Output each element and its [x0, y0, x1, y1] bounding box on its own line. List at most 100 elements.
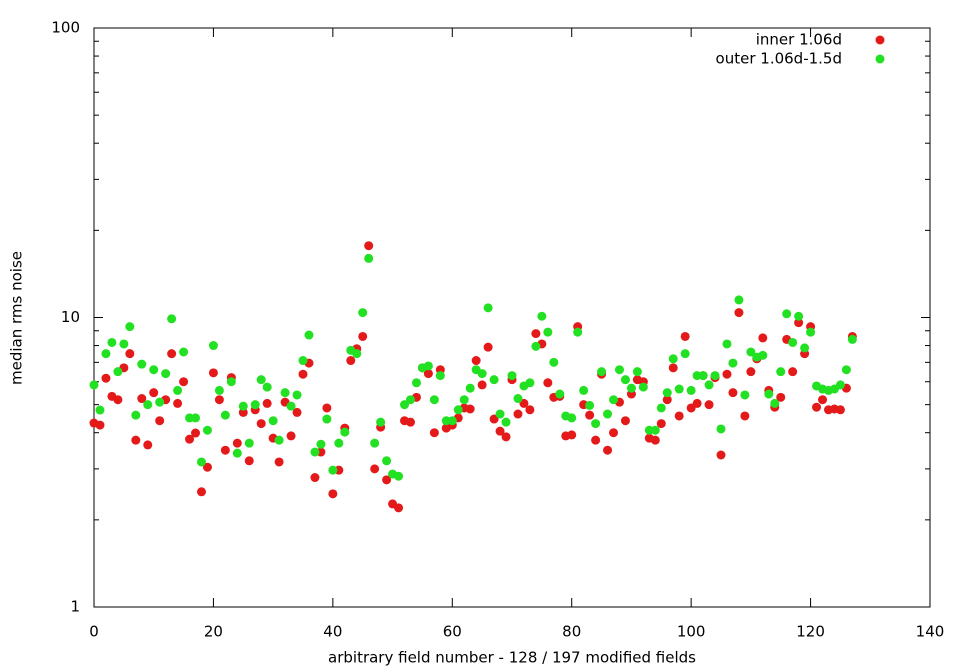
point [220, 445, 230, 455]
point [185, 434, 195, 444]
point [704, 380, 714, 390]
point [167, 314, 177, 324]
point [107, 337, 117, 347]
point [137, 359, 147, 369]
point [483, 303, 493, 313]
point [650, 435, 660, 445]
point [764, 389, 774, 399]
point [650, 425, 660, 435]
point [728, 358, 738, 368]
point [131, 435, 141, 445]
point [119, 339, 129, 349]
point [662, 388, 672, 398]
point [537, 311, 547, 321]
y-axis-label: median rms noise [8, 251, 26, 385]
point [841, 365, 851, 375]
point [376, 417, 386, 427]
point [95, 405, 105, 415]
point [776, 392, 786, 402]
point [179, 377, 189, 387]
point [656, 419, 666, 429]
point [423, 361, 433, 371]
point [149, 365, 159, 375]
point [149, 388, 159, 398]
point [358, 308, 368, 318]
point [95, 420, 105, 430]
x-tick-label: 60 [443, 623, 462, 641]
point [680, 349, 690, 359]
point [746, 367, 756, 377]
point [173, 398, 183, 408]
point [370, 438, 380, 448]
point [525, 405, 535, 415]
point [274, 435, 284, 445]
point [364, 241, 374, 251]
point [262, 398, 272, 408]
point [411, 378, 421, 388]
point [292, 390, 302, 400]
point [346, 356, 356, 366]
point [626, 383, 636, 393]
point [196, 487, 206, 497]
point [740, 390, 750, 400]
point [477, 380, 487, 390]
point [549, 357, 559, 367]
point [113, 395, 123, 405]
point [495, 426, 505, 436]
point [155, 416, 165, 426]
x-tick-label: 80 [562, 623, 581, 641]
x-tick-label: 140 [916, 623, 945, 641]
point [501, 432, 511, 442]
point [812, 402, 822, 412]
point [191, 413, 201, 423]
point [202, 425, 212, 435]
point [155, 397, 165, 407]
y-tick-label: 10 [61, 308, 80, 326]
point [328, 465, 338, 475]
point [292, 407, 302, 417]
point [262, 382, 272, 392]
point [776, 367, 786, 377]
point [352, 349, 362, 359]
point [680, 331, 690, 341]
point [728, 388, 738, 398]
point [465, 383, 475, 393]
point [179, 347, 189, 357]
point [423, 369, 433, 379]
point [214, 395, 224, 405]
point [638, 382, 648, 392]
point [226, 377, 236, 387]
point [746, 347, 756, 357]
point [447, 416, 457, 426]
point [220, 410, 230, 420]
point [298, 369, 308, 379]
point [298, 356, 308, 366]
point [674, 384, 684, 394]
point [101, 373, 111, 383]
x-tick-label: 20 [204, 623, 223, 641]
legend-marker [875, 35, 885, 45]
point [507, 371, 517, 381]
point [322, 414, 332, 424]
point [501, 417, 511, 427]
point [620, 416, 630, 426]
point [471, 356, 481, 366]
legend-label: outer 1.06d-1.5d [716, 50, 842, 68]
point [603, 409, 613, 419]
point [89, 380, 99, 390]
point [573, 327, 583, 337]
point [268, 416, 278, 426]
point [579, 385, 589, 395]
point [734, 295, 744, 305]
point [322, 403, 332, 413]
point [585, 400, 595, 410]
point [847, 334, 857, 344]
point [794, 318, 804, 328]
point [256, 375, 266, 385]
point [131, 410, 141, 420]
point [555, 389, 565, 399]
point [609, 428, 619, 438]
point [770, 398, 780, 408]
point [382, 475, 392, 485]
